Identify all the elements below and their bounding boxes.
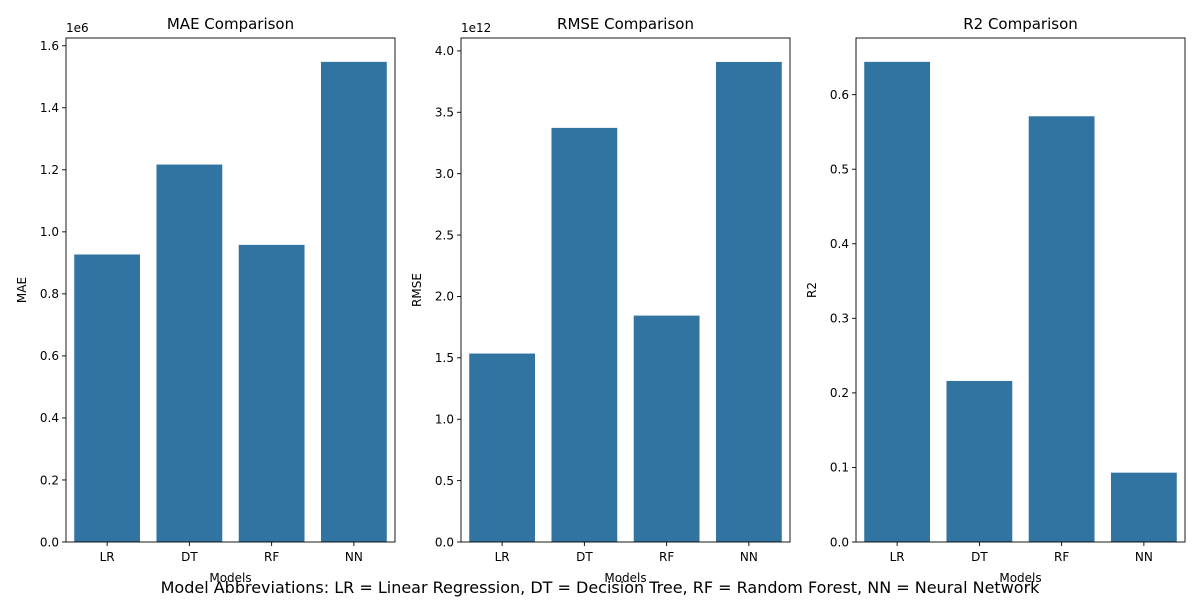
- x-tick-label: NN: [345, 550, 363, 564]
- y-axis-label: MAE: [15, 277, 29, 303]
- y-tick-label: 0.2: [40, 473, 59, 487]
- y-tick-label: 0.8: [40, 287, 59, 301]
- x-tick-label: RF: [659, 550, 674, 564]
- y-tick-label: 1.6: [40, 39, 59, 53]
- y-tick-label: 1.2: [40, 163, 59, 177]
- y-tick-label: 0.3: [830, 312, 849, 326]
- x-axis-label: Models: [999, 571, 1041, 585]
- y-tick-label: 1.5: [435, 351, 454, 365]
- y-tick-label: 0.1: [830, 461, 849, 475]
- y-tick-label: 2.5: [435, 228, 454, 242]
- chart-title: MAE Comparison: [167, 15, 294, 33]
- x-tick-label: LR: [495, 550, 510, 564]
- x-axis-label: Models: [209, 571, 251, 585]
- y-tick-label: 0.0: [435, 535, 454, 549]
- bar-dt: [551, 127, 618, 543]
- plot-frame: [855, 37, 1186, 543]
- y-tick-label: 1.0: [435, 413, 454, 427]
- y-tick-label: 0.4: [40, 411, 59, 425]
- y-tick-label: 4.0: [435, 44, 454, 58]
- bar-lr: [469, 353, 536, 542]
- bar-nn: [1110, 472, 1177, 542]
- bar-lr: [74, 254, 141, 543]
- x-tick-label: RF: [264, 550, 279, 564]
- y-tick-label: 0.6: [40, 349, 59, 363]
- x-tick-label: RF: [1054, 550, 1069, 564]
- axis-offset-label: 1e6: [66, 21, 89, 35]
- bar-nn: [320, 61, 387, 542]
- y-tick-label: 0.5: [830, 163, 849, 177]
- y-tick-label: 1.0: [40, 225, 59, 239]
- x-tick-label: NN: [1135, 550, 1153, 564]
- y-tick-label: 0.6: [830, 88, 849, 102]
- abbreviations-caption: Model Abbreviations: LR = Linear Regress…: [160, 578, 1040, 597]
- x-tick-label: DT: [181, 550, 198, 564]
- y-tick-label: 0.0: [830, 535, 849, 549]
- bar-rf: [1028, 116, 1095, 542]
- x-tick-label: LR: [890, 550, 905, 564]
- bar-rf: [238, 244, 305, 542]
- plot-frame: [65, 37, 396, 543]
- y-tick-label: 0.5: [435, 474, 454, 488]
- y-tick-label: 1.4: [40, 101, 59, 115]
- chart-title: RMSE Comparison: [557, 15, 694, 33]
- bar-dt: [156, 164, 223, 543]
- bar-dt: [946, 380, 1013, 542]
- x-tick-label: LR: [100, 550, 115, 564]
- x-tick-label: NN: [740, 550, 758, 564]
- y-axis-label: R2: [805, 282, 819, 298]
- y-tick-label: 3.5: [435, 106, 454, 120]
- bar-nn: [715, 61, 782, 542]
- bar-lr: [864, 61, 931, 543]
- y-tick-label: 0.2: [830, 386, 849, 400]
- y-tick-label: 0.4: [830, 237, 849, 251]
- x-tick-label: DT: [971, 550, 988, 564]
- x-tick-label: DT: [576, 550, 593, 564]
- chart-r2: LR DT RF NN 0.0 0.1 0.2 0.3 0.4 0.5 0.6 R2 Comparis…: [805, 15, 1186, 585]
- chart-rmse: LR DT RF NN 0.0 0.5 1.0 1.5 2.0 2.5 3.0 3.5 4.0 1e12 R…: [410, 15, 791, 585]
- y-tick-label: 2.0: [435, 290, 454, 304]
- y-tick-label: 3.0: [435, 167, 454, 181]
- y-axis-label: RMSE: [410, 273, 424, 307]
- y-tick-label: 0.0: [40, 535, 59, 549]
- plot-frame: [460, 37, 791, 543]
- x-axis-label: Models: [604, 571, 646, 585]
- chart-title: R2 Comparison: [963, 15, 1078, 33]
- axis-offset-label: 1e12: [461, 21, 491, 35]
- chart-mae: LR DT RF NN 0.0 0.2 0.4 0.6 0.8 1.0 1.2 1.4 1.6 1e6 MA…: [15, 15, 396, 585]
- bar-rf: [633, 315, 700, 542]
